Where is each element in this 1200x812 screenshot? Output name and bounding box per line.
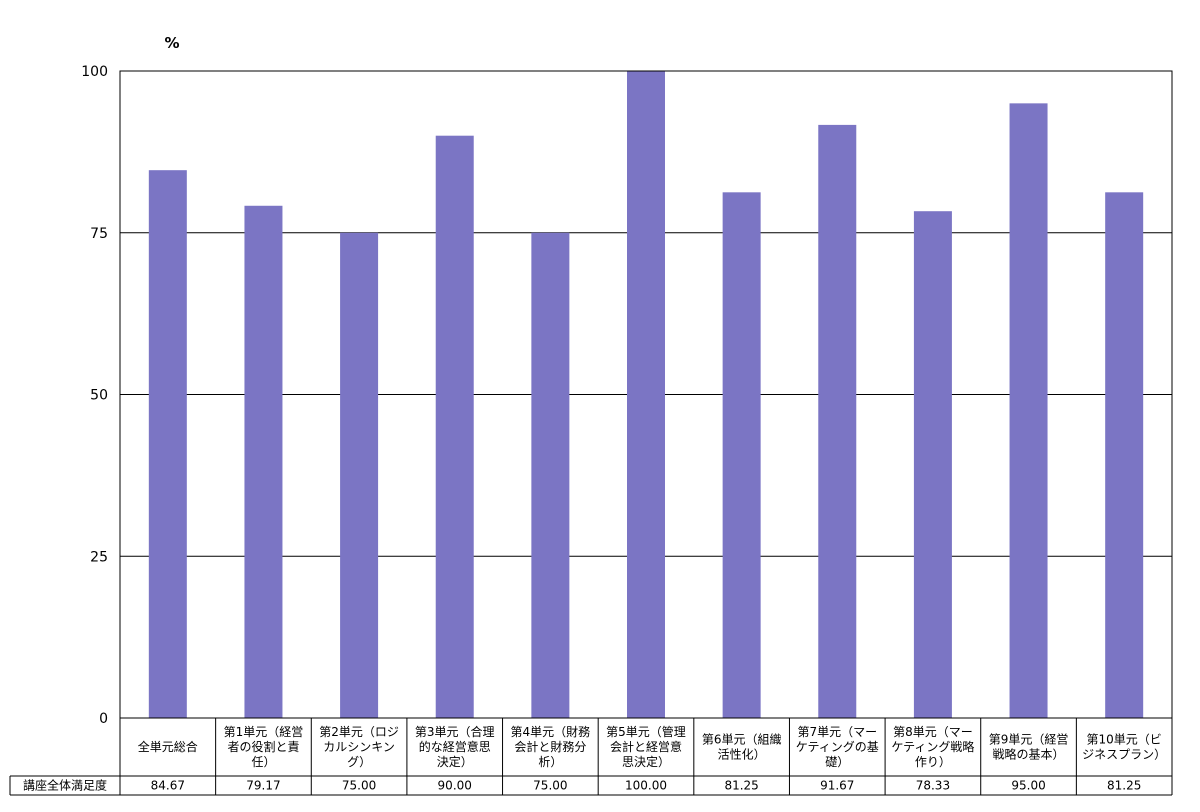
data-value-label: 81.25: [724, 779, 758, 793]
data-value-label: 100.00: [625, 779, 667, 793]
category-label: 思決定）: [622, 754, 670, 769]
data-value-label: 84.67: [151, 779, 185, 793]
category-label: 者の役割と責: [227, 739, 299, 754]
category-label: ケティングの基: [796, 740, 879, 754]
category-label: 戦略の基本）: [993, 747, 1065, 762]
bar: [244, 205, 283, 719]
bar: [818, 124, 857, 719]
category-label: 第5単元（管理: [606, 724, 686, 739]
bar: [913, 211, 952, 718]
data-value-label: 91.67: [820, 779, 854, 793]
bar: [1009, 103, 1048, 719]
plot-frame: [119, 70, 1173, 719]
data-value-label: 78.33: [916, 779, 950, 793]
series-row-label: 講座全体満足度: [23, 778, 107, 793]
bar: [435, 135, 474, 718]
category-label: 第1単元（経営: [224, 725, 304, 739]
category-label: 礎）: [825, 755, 849, 769]
category-label: 析）: [538, 755, 562, 769]
category-label: 会計と財務分: [514, 739, 586, 754]
category-label: グ）: [347, 755, 371, 769]
category-label: 第7単元（マー: [797, 725, 877, 739]
bar: [148, 170, 187, 718]
category-label: カルシンキン: [323, 740, 395, 754]
category-label: ケティング戦略: [891, 739, 974, 754]
y-tick-label: 100: [81, 64, 108, 80]
data-value-label: 79.17: [246, 779, 280, 793]
category-label: 第2単元（ロジ: [319, 725, 399, 739]
category-label: 第6単元（組織: [702, 733, 782, 747]
y-tick-label: 75: [90, 226, 108, 242]
data-value-label: 95.00: [1011, 779, 1045, 793]
y-tick-label: 25: [90, 549, 108, 565]
category-label: 第10単元（ビ: [1087, 733, 1162, 747]
category-label: 第3単元（合理: [415, 724, 495, 739]
y-tick-label: 0: [99, 711, 108, 727]
y-tick-label: 50: [90, 388, 108, 404]
data-value-label: 75.00: [342, 779, 376, 793]
bar: [531, 232, 570, 718]
bar: [340, 232, 379, 718]
category-label: 会計と経営意: [610, 739, 682, 754]
data-value-label: 90.00: [438, 779, 472, 793]
y-unit-label: %: [164, 34, 179, 52]
data-value-label: 75.00: [533, 779, 567, 793]
category-label: 第9単元（経営: [989, 733, 1069, 747]
bar: [1105, 192, 1144, 718]
category-label: 第8単元（マー: [893, 725, 973, 739]
category-label: 任）: [251, 755, 275, 769]
category-label: 決定）: [437, 754, 473, 769]
category-label: 作り）: [915, 755, 951, 769]
category-label: ジネスプラン）: [1082, 748, 1166, 762]
bar: [722, 192, 761, 718]
data-value-label: 81.25: [1107, 779, 1141, 793]
category-label: 第4単元（財務: [511, 724, 591, 739]
category-label: 活性化）: [718, 748, 766, 762]
category-label: 全単元総合: [138, 739, 198, 754]
category-label: 的な経営意思: [419, 739, 491, 754]
bar: [627, 71, 665, 718]
